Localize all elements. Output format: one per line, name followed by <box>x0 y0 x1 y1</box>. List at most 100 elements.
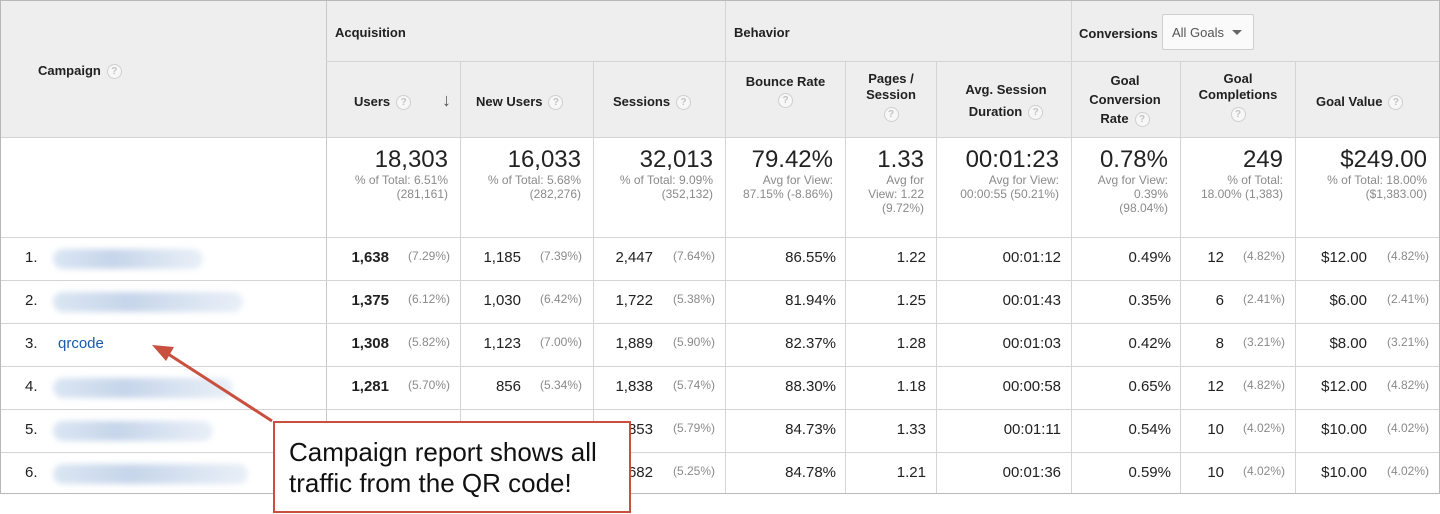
new-users-percent: (5.34%) <box>539 378 582 392</box>
campaign-report-table: Campaign? Acquisition Behavior Conversio… <box>0 0 1440 494</box>
total-subtext: % of Total: 6.51% <box>354 173 448 187</box>
row-index: 6. <box>25 464 38 481</box>
total-value: $249.00 <box>1340 146 1427 173</box>
divider <box>936 61 937 493</box>
redacted-campaign-name[interactable] <box>53 421 213 441</box>
divider <box>1 237 1439 238</box>
help-icon[interactable]: ? <box>1028 105 1044 121</box>
pages-per-session-value: 1.21 <box>896 464 926 481</box>
users-percent: (6.12%) <box>407 292 450 306</box>
total-subtext: Avg for <box>886 173 924 187</box>
goal-value-percent: (4.02%) <box>1386 421 1429 435</box>
new-users-value: 1,185 <box>483 249 521 266</box>
column-header-goal-conversion-rate[interactable]: Goal Conversion Rate? <box>1089 73 1161 128</box>
caret-down-icon <box>1232 30 1242 35</box>
total-value: 79.42% <box>751 146 833 173</box>
avg-session-duration-value: 00:00:58 <box>1002 378 1061 395</box>
divider <box>1 137 1439 138</box>
divider <box>460 61 461 493</box>
goal-completions-percent: (4.02%) <box>1242 464 1285 478</box>
redacted-campaign-name[interactable] <box>53 292 243 312</box>
row-index: 5. <box>25 421 38 438</box>
new-users-value: 1,123 <box>483 335 521 352</box>
total-subtext: (282,276) <box>529 187 581 201</box>
pages-per-session-value: 1.22 <box>896 249 926 266</box>
divider <box>725 1 726 493</box>
campaign-link[interactable]: qrcode <box>58 335 104 352</box>
sessions-value: 682 <box>627 464 653 481</box>
goal-conversion-rate-value: 0.65% <box>1128 378 1171 395</box>
help-icon[interactable]: ? <box>396 95 412 111</box>
new-users-percent: (7.39%) <box>539 249 582 263</box>
sessions-value: 1,838 <box>615 378 653 395</box>
avg-session-duration-value: 00:01:12 <box>1002 249 1061 266</box>
help-icon[interactable]: ? <box>676 95 692 111</box>
redacted-campaign-name[interactable] <box>53 378 233 398</box>
total-subtext: % of Total: 18.00% <box>1327 173 1427 187</box>
campaign-column-header[interactable]: Campaign? <box>38 63 122 80</box>
goal-completions-value: 12 <box>1207 378 1224 395</box>
divider <box>1 452 1439 453</box>
users-value: 1,638 <box>351 249 389 266</box>
column-header-avg-session-duration[interactable]: Avg. Session Duration? <box>965 82 1047 121</box>
total-subtext: 00:00:55 (50.21%) <box>960 187 1059 201</box>
users-value: 1,281 <box>351 378 389 395</box>
help-icon[interactable]: ? <box>106 64 122 80</box>
goal-value-percent: (4.02%) <box>1386 464 1429 478</box>
sessions-percent: (5.38%) <box>672 292 715 306</box>
total-cell: $249.00% of Total: 18.00% ($1,383.00) <box>1296 146 1427 202</box>
total-subtext: Avg for View: <box>762 173 833 187</box>
sort-down-arrow-icon[interactable]: ↓ <box>442 90 451 110</box>
redacted-campaign-name[interactable] <box>53 464 248 484</box>
goal-value-value: $8.00 <box>1329 335 1367 352</box>
column-header-new-users[interactable]: New Users? <box>476 94 564 111</box>
total-value: 1.33 <box>877 146 924 173</box>
divider <box>845 61 846 493</box>
bounce-rate-value: 82.37% <box>785 335 836 352</box>
column-header-users[interactable]: Users? <box>354 94 412 111</box>
divider <box>326 61 1439 62</box>
help-icon[interactable]: ? <box>548 95 564 111</box>
goal-select-dropdown[interactable]: All Goals <box>1162 14 1254 50</box>
users-percent: (5.82%) <box>407 335 450 349</box>
total-value: 18,303 <box>374 146 448 173</box>
help-icon[interactable]: ? <box>778 93 793 108</box>
goal-completions-percent: (4.02%) <box>1242 421 1285 435</box>
avg-session-duration-value: 00:01:03 <box>1002 335 1061 352</box>
column-header-pages-session[interactable]: Pages / Session ? <box>866 71 916 122</box>
total-subtext: 18.00% (1,383) <box>1200 187 1283 201</box>
goal-completions-value: 10 <box>1207 464 1224 481</box>
redacted-campaign-name[interactable] <box>53 249 203 269</box>
help-icon[interactable]: ? <box>1134 112 1150 128</box>
goal-completions-value: 10 <box>1207 421 1224 438</box>
users-value: 1,308 <box>351 335 389 352</box>
sessions-value: 853 <box>627 421 653 438</box>
help-icon[interactable]: ? <box>883 107 899 122</box>
users-percent: (7.29%) <box>407 249 450 263</box>
divider <box>593 61 594 493</box>
new-users-percent: (6.42%) <box>539 292 582 306</box>
goal-conversion-rate-value: 0.42% <box>1128 335 1171 352</box>
goal-value-value: $10.00 <box>1321 421 1367 438</box>
help-icon[interactable]: ? <box>1230 107 1246 122</box>
new-users-percent: (7.00%) <box>539 335 582 349</box>
pages-per-session-value: 1.18 <box>896 378 926 395</box>
column-header-sessions[interactable]: Sessions? <box>613 94 692 111</box>
bounce-rate-value: 81.94% <box>785 292 836 309</box>
divider <box>1180 61 1181 493</box>
column-header-bounce-rate[interactable]: Bounce Rate ? <box>745 74 826 108</box>
help-icon[interactable]: ? <box>1388 95 1404 111</box>
total-subtext: (352,132) <box>661 187 713 201</box>
goal-value-value: $6.00 <box>1329 292 1367 309</box>
sessions-value: 1,889 <box>615 335 653 352</box>
row-index: 4. <box>25 378 38 395</box>
goal-value-value: $12.00 <box>1321 378 1367 395</box>
goal-conversion-rate-value: 0.59% <box>1128 464 1171 481</box>
callout-text-line2: traffic from the QR code! <box>289 468 572 498</box>
column-header-goal-value[interactable]: Goal Value? <box>1316 94 1404 111</box>
new-users-value: 1,030 <box>483 292 521 309</box>
total-subtext: % of Total: <box>1227 173 1283 187</box>
divider <box>326 1 327 493</box>
sessions-percent: (7.64%) <box>672 249 715 263</box>
column-header-goal-completions[interactable]: Goal Completions ? <box>1198 71 1278 122</box>
